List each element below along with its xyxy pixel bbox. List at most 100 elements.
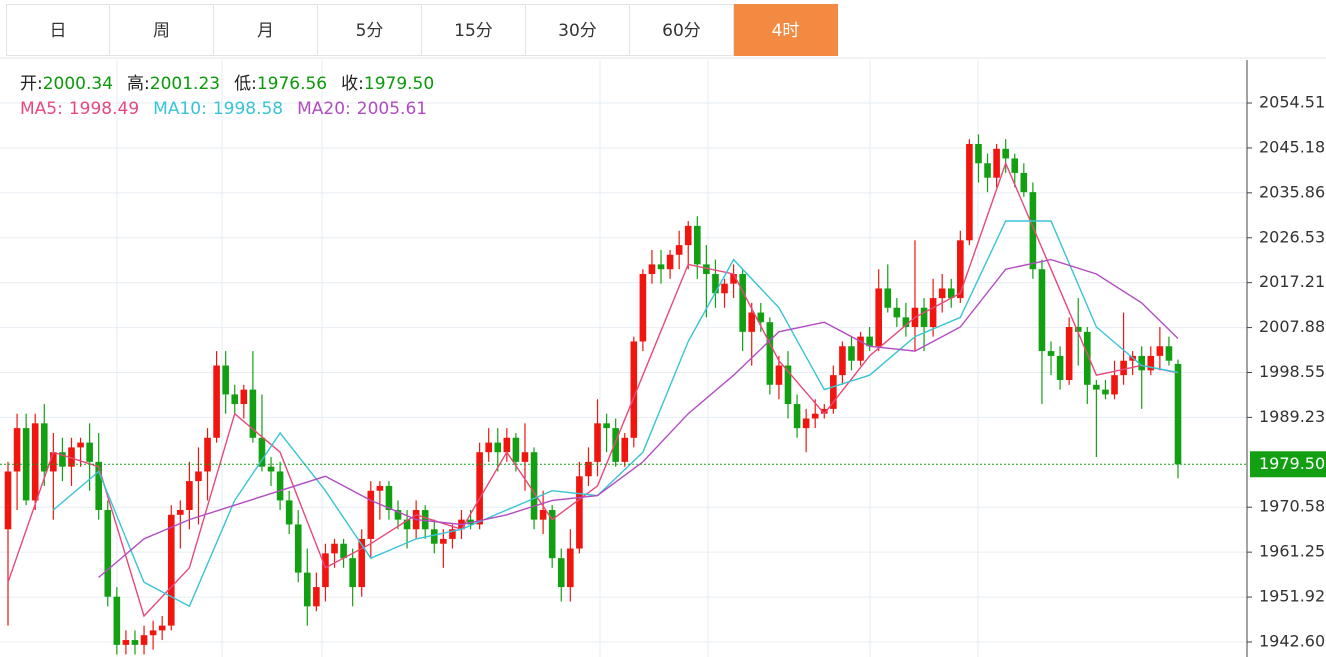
candle-body xyxy=(848,346,855,361)
candle-body xyxy=(358,538,366,588)
y-tick-label: 1942.60 xyxy=(1259,631,1325,650)
candle-body xyxy=(86,442,93,462)
candle-body xyxy=(267,466,275,472)
tab[interactable]: 月 xyxy=(214,4,318,56)
candle-body xyxy=(276,471,284,501)
legend-name: MA20: xyxy=(297,99,351,119)
candle-body xyxy=(394,510,402,520)
candle-body xyxy=(77,442,84,448)
candle-body xyxy=(304,572,311,607)
ohlc-label: 收: xyxy=(341,74,364,94)
candle-body xyxy=(158,625,166,631)
candle-body xyxy=(866,336,873,347)
candle-body xyxy=(947,288,955,299)
candle-body xyxy=(784,365,792,405)
tab[interactable]: 60分 xyxy=(630,4,734,56)
candle-body xyxy=(920,307,928,328)
candle-body xyxy=(975,143,982,164)
candle-body xyxy=(884,288,892,308)
candle-body xyxy=(1047,351,1055,356)
y-tick-label: 2054.51 xyxy=(1259,93,1325,112)
candle-body xyxy=(648,264,656,275)
candle-body xyxy=(1093,384,1100,390)
candle-body xyxy=(811,413,819,419)
last-price-label: 1979.50 xyxy=(1259,454,1325,473)
candle-body xyxy=(322,553,329,588)
candle-body xyxy=(576,476,583,549)
candle-body xyxy=(313,587,320,607)
candle-body xyxy=(40,423,48,472)
candle-body xyxy=(503,437,511,453)
candle-body xyxy=(485,442,492,453)
candle-body xyxy=(830,375,837,409)
candle-body xyxy=(1174,363,1182,465)
candle-body xyxy=(929,298,937,328)
candle-body xyxy=(68,447,75,467)
tab[interactable]: 15分 xyxy=(422,4,526,56)
legend-value: 1998.58 xyxy=(212,99,284,119)
candle-body xyxy=(594,423,601,462)
candle-body xyxy=(657,264,665,270)
candle-body xyxy=(1020,172,1028,193)
y-tick-label: 1970.58 xyxy=(1259,497,1325,516)
candle-body xyxy=(548,510,556,559)
candle-body xyxy=(1147,355,1155,371)
legend-item: MA20: 2005.61 xyxy=(297,99,427,119)
tab[interactable]: 5分 xyxy=(318,4,422,56)
candle-body xyxy=(195,471,202,482)
candle-body xyxy=(993,148,1000,178)
y-tick-label: 2045.18 xyxy=(1259,137,1325,156)
candle-body xyxy=(748,312,756,332)
y-tick-label: 2017.21 xyxy=(1259,272,1325,291)
candles xyxy=(4,134,1182,655)
ma-line xyxy=(98,258,1179,578)
candle-body xyxy=(403,519,411,530)
candle-body xyxy=(766,322,774,385)
info-header: 开:2000.34 高:2001.23 低:1976.56 收:1979.50 MA5… xyxy=(20,72,448,122)
ohlc-value: 2001.23 xyxy=(149,74,221,94)
tab[interactable]: 4时 xyxy=(734,4,838,56)
candle-body xyxy=(694,225,701,265)
ma-line xyxy=(7,161,1179,618)
candle-body xyxy=(984,163,991,178)
candle-body xyxy=(476,452,483,525)
candle-body xyxy=(684,225,692,246)
candle-body xyxy=(167,514,175,626)
ohlc-item: 低:1976.56 xyxy=(234,74,327,94)
y-tick-label: 2026.53 xyxy=(1259,227,1325,246)
candle-body xyxy=(1074,327,1082,332)
last-price-box xyxy=(1250,451,1326,478)
candle-body xyxy=(50,452,57,472)
legend-item: MA5: 1998.49 xyxy=(20,99,139,119)
ohlc-label: 开: xyxy=(20,74,43,94)
candle-body xyxy=(367,490,375,539)
candle-body xyxy=(1056,355,1064,380)
tab[interactable]: 周 xyxy=(110,4,214,56)
candle-body xyxy=(621,437,629,462)
candle-body xyxy=(893,307,901,318)
candle-body xyxy=(104,510,112,597)
tab-bar: 日周月 5分 15分 30分 60分 4时 xyxy=(6,4,838,58)
candle-body xyxy=(294,524,302,573)
candle-body xyxy=(902,317,910,328)
candle-body xyxy=(1002,148,1009,159)
candle-body xyxy=(1111,375,1118,395)
candle-body xyxy=(1038,269,1046,352)
candle-body xyxy=(957,240,964,299)
candle-body xyxy=(530,452,538,520)
candle-body xyxy=(739,274,746,332)
candle-body xyxy=(59,452,66,467)
candle-body xyxy=(13,428,21,472)
candle-body xyxy=(666,254,674,270)
candle-body xyxy=(1065,327,1073,380)
candle-body xyxy=(340,543,347,559)
candle-body xyxy=(440,538,447,544)
tab[interactable]: 日 xyxy=(6,4,110,56)
ohlc-label: 高: xyxy=(127,74,150,94)
ohlc-row: 开:2000.34 高:2001.23 低:1976.56 收:1979.50 xyxy=(20,72,448,97)
legend-item: MA10: 1998.58 xyxy=(153,99,283,119)
candle-body xyxy=(258,437,266,467)
tab[interactable]: 30分 xyxy=(526,4,630,56)
ohlc-item: 开:2000.34 xyxy=(20,74,113,94)
